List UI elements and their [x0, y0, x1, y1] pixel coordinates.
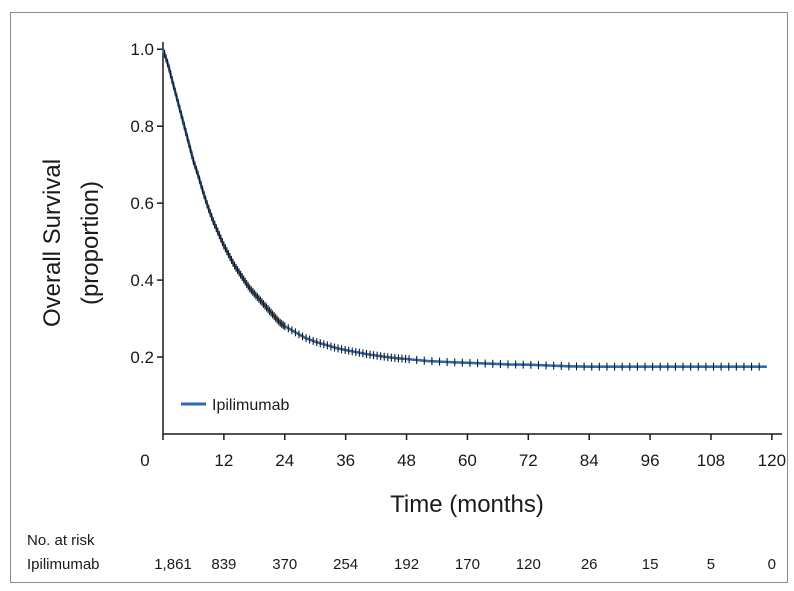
- x-tick-label: 108: [697, 451, 725, 470]
- x-tick-label: 24: [275, 451, 294, 470]
- risk-count: 839: [211, 556, 236, 573]
- curve-layer: [161, 48, 767, 368]
- x-tick-label: 72: [519, 451, 538, 470]
- series-line-ipilimumab: [161, 48, 767, 368]
- risk-count: 0: [768, 556, 776, 573]
- risk-count: 370: [272, 556, 297, 573]
- legend-label: Ipilimumab: [212, 397, 289, 414]
- risk-count: 26: [581, 556, 598, 573]
- risk-table-header: No. at risk: [27, 532, 95, 549]
- legend: Ipilimumab: [181, 397, 289, 414]
- risk-count: 1,861: [154, 556, 192, 573]
- risk-count: 254: [333, 556, 358, 573]
- x-axis-title: Time (months): [390, 491, 544, 518]
- axes: [162, 42, 782, 435]
- y-axis-title-line-2: (proportion): [77, 181, 104, 305]
- risk-count: 192: [394, 556, 419, 573]
- y-tick-label: 0.2: [130, 348, 154, 367]
- ticks: 0.2 0.4 0.6 0.8 1.0 0 12 24 36 48 60 72 84 96 108 120: [130, 40, 786, 470]
- risk-count: 170: [455, 556, 480, 573]
- x-tick-label: 84: [580, 451, 599, 470]
- censor-marks: [163, 49, 760, 371]
- figure-frame: [10, 12, 788, 583]
- y-axis-title: Overall Survival (proportion): [39, 159, 104, 327]
- x-tick-label: 120: [758, 451, 786, 470]
- x-tick-label: 0: [140, 451, 149, 470]
- risk-count: 120: [516, 556, 541, 573]
- risk-table: Ipilimumab 1,861 839 370 254 192 170 120 26 15 5 0: [27, 556, 776, 573]
- x-tick-label: 36: [336, 451, 355, 470]
- x-tick-label: 96: [641, 451, 660, 470]
- y-tick-label: 0.8: [130, 117, 154, 136]
- x-tick-label: 48: [397, 451, 416, 470]
- risk-count: 5: [707, 556, 715, 573]
- risk-count: 15: [642, 556, 659, 573]
- y-tick-label: 1.0: [130, 40, 154, 59]
- y-tick-label: 0.6: [130, 194, 154, 213]
- y-tick-label: 0.4: [130, 271, 154, 290]
- x-tick-label: 60: [458, 451, 477, 470]
- x-tick-label: 12: [214, 451, 233, 470]
- risk-row-label: Ipilimumab: [27, 556, 100, 573]
- y-axis-title-line-1: Overall Survival: [39, 159, 66, 327]
